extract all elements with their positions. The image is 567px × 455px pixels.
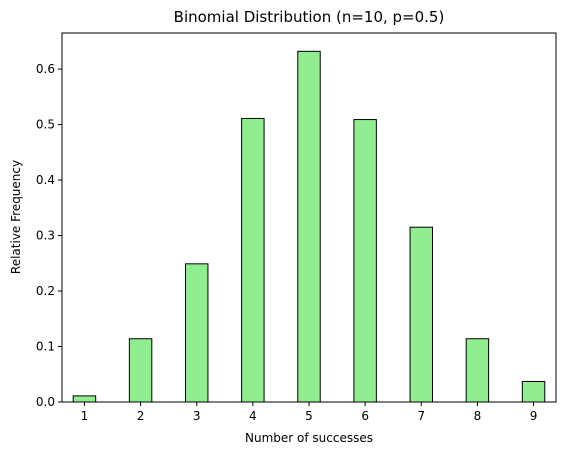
bar-9 [521,380,546,403]
bar-5 [297,50,321,403]
bar-3 [185,263,209,403]
y-tick-label: 0.3 [36,229,55,243]
x-tick-label: 3 [193,409,201,423]
x-tick-label: 6 [361,409,369,423]
bar-7 [409,226,433,403]
x-tick-label: 9 [530,409,538,423]
y-axis-label: Relative Frequency [9,160,23,274]
y-tick-label: 0.0 [36,395,55,409]
y-tick-label: 0.1 [36,340,55,354]
bar-8 [465,338,490,403]
y-tick-label: 0.6 [36,62,55,76]
plot-frame [61,32,557,403]
y-tick-label: 0.4 [36,173,55,187]
bar-2 [128,338,153,403]
x-axis-label: Number of successes [245,431,373,445]
bar-4 [241,117,265,403]
x-tick-label: 7 [417,409,425,423]
chart-title: Binomial Distribution (n=10, p=0.5) [174,8,445,26]
y-axis-ticks: 0.0 0.1 0.2 0.3 0.4 0.5 0.6 [36,62,62,409]
bar-6 [353,119,377,403]
x-tick-label: 5 [305,409,313,423]
x-tick-label: 1 [81,409,89,423]
y-tick-label: 0.5 [36,118,55,132]
bar-1 [72,395,97,403]
bars-group [72,50,546,403]
y-tick-label: 0.2 [36,284,55,298]
x-tick-label: 8 [474,409,482,423]
x-axis-ticks: 1 2 3 4 5 6 7 8 9 [81,402,538,423]
x-tick-label: 4 [249,409,257,423]
x-tick-label: 2 [137,409,145,423]
